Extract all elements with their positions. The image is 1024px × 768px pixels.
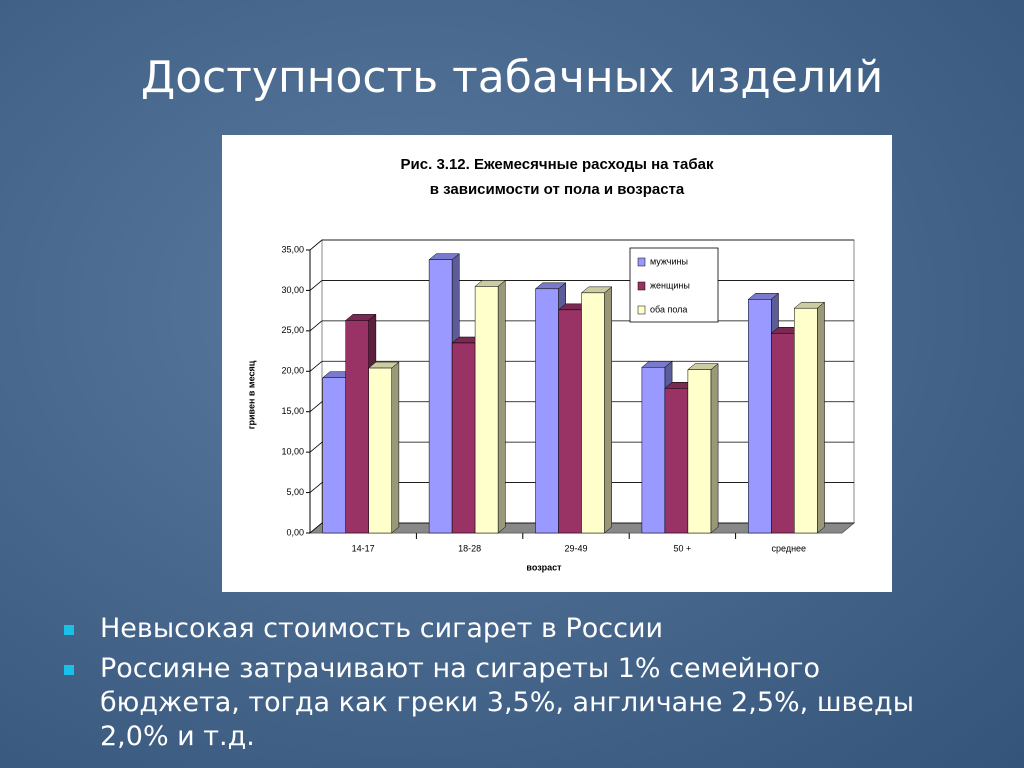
x-tick-label: 50 +	[674, 543, 692, 553]
bar	[748, 299, 772, 534]
grid-line-side	[309, 522, 323, 534]
x-tick-label: среднее	[772, 543, 807, 553]
bar-side	[817, 301, 825, 534]
grid-line-side	[309, 482, 323, 493]
y-tick-label: 15,00	[281, 406, 304, 416]
bar-side	[391, 361, 400, 534]
bar	[771, 333, 795, 534]
y-tick-label: 10,00	[281, 447, 304, 457]
legend-label: оба пола	[650, 304, 687, 314]
y-tick-label: 5,00	[286, 487, 304, 497]
legend-swatch	[637, 257, 646, 267]
bullet-list: Невысокая стоимость сигарет в России Рос…	[62, 612, 922, 760]
bar	[345, 320, 369, 534]
bullet: Невысокая стоимость сигарет в России	[62, 612, 922, 646]
bar-side	[604, 286, 612, 534]
bar	[322, 377, 346, 534]
side-wall	[309, 238, 323, 535]
legend-label: мужчины	[650, 256, 688, 266]
bar	[428, 259, 453, 534]
x-axis-label: возраст	[526, 562, 562, 572]
x-tick-label: 18-28	[458, 543, 481, 553]
y-tick-label: 35,00	[281, 244, 304, 254]
chart: Рис. 3.12. Ежемесячные расходы на табак …	[222, 135, 892, 592]
bar	[581, 292, 605, 534]
x-tick-label: 29-49	[564, 543, 587, 553]
legend-swatch	[637, 305, 646, 315]
bullet: Россияне затрачивают на сигареты 1% семе…	[62, 652, 922, 754]
grid-line-side	[309, 441, 323, 453]
grid-line-side	[309, 401, 323, 413]
x-tick-label: 14-17	[352, 543, 375, 553]
bar-side	[497, 279, 506, 534]
chart-title: Рис. 3.12. Ежемесячные расходы на табак	[401, 156, 714, 173]
slide-title: Доступность табачных изделий	[140, 52, 884, 103]
legend-swatch	[637, 281, 646, 291]
y-axis-label: гривен в месяц	[246, 360, 256, 429]
y-tick-label: 0,00	[286, 527, 304, 537]
bar	[664, 388, 689, 534]
bar	[474, 286, 499, 534]
chart-title: в зависимости от пола и возраста	[430, 181, 685, 198]
bar	[687, 369, 712, 534]
grid-line-side	[309, 360, 323, 372]
bar	[451, 342, 476, 534]
bar	[368, 367, 392, 534]
bar	[535, 288, 559, 534]
bar	[794, 307, 818, 534]
grid-line-side	[309, 320, 323, 332]
bar	[558, 309, 582, 534]
y-tick-label: 30,00	[281, 285, 304, 295]
bar	[641, 366, 666, 534]
grid-line-side	[309, 239, 323, 251]
y-tick-label: 20,00	[281, 366, 304, 376]
y-tick-label: 25,00	[281, 325, 304, 335]
grid-line-side	[309, 280, 323, 291]
legend-label: женщины	[650, 280, 690, 290]
bar-side	[710, 363, 719, 534]
